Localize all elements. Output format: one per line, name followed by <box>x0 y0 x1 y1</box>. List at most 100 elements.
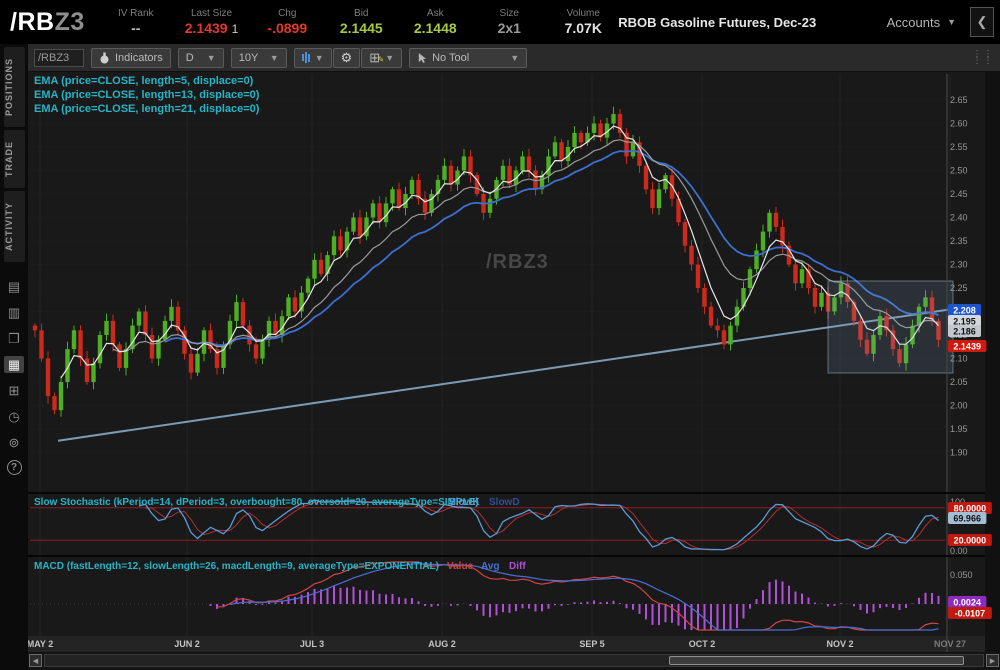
scroll-right-button[interactable]: ▶ <box>986 654 999 667</box>
svg-text:2.10: 2.10 <box>950 354 968 364</box>
chevron-down-icon: ▼ <box>315 53 324 63</box>
quote-field-label: IV Rank <box>118 7 154 20</box>
community-icon[interactable]: ⊚ <box>4 434 24 451</box>
macd-label: MACD (fastLength=12, slowLength=26, macd… <box>34 561 439 572</box>
quote-field-volume: Volume7.07K <box>558 7 608 37</box>
svg-text:2.40: 2.40 <box>950 213 968 223</box>
help-icon[interactable]: ? <box>7 460 22 475</box>
quote-field-value: 2x1 <box>498 20 521 36</box>
x-axis-label: NOV 27 <box>934 639 966 649</box>
svg-text:0.0024: 0.0024 <box>953 598 981 608</box>
x-axis-label: NOV 2 <box>826 639 853 649</box>
sidebar-tab-positions[interactable]: POSITIONS <box>4 47 25 127</box>
quote-fields: IV Rank--Last Size2.14391Chg-.0899Bid2.1… <box>111 7 609 37</box>
svg-text:2.25: 2.25 <box>950 283 968 293</box>
scrollbar-thumb[interactable] <box>669 656 964 665</box>
panel-drag-handle-icon[interactable]: ⋮⋮⋮⋮ <box>972 52 994 64</box>
grid-style-dropdown[interactable]: ⊞✎ ▼ <box>361 48 402 68</box>
chart-icon[interactable]: ▦ <box>4 356 24 373</box>
svg-text:69.966: 69.966 <box>953 514 981 524</box>
chevron-down-icon: ▼ <box>510 53 519 63</box>
quote-field-ask: Ask2.1448 <box>410 7 460 37</box>
chevron-down-icon: ▼ <box>947 17 956 27</box>
indicators-label: Indicators <box>115 52 163 64</box>
svg-text:2.00: 2.00 <box>950 401 968 411</box>
scroll-left-button[interactable]: ◀ <box>29 654 42 667</box>
candlestick-icon <box>302 52 310 64</box>
drawing-tool-dropdown[interactable]: No Tool ▼ <box>409 48 527 68</box>
svg-text:2.45: 2.45 <box>950 189 968 199</box>
x-axis-label: SEP 5 <box>579 639 604 649</box>
svg-text:2.1439: 2.1439 <box>953 342 981 352</box>
svg-text:2.05: 2.05 <box>950 377 968 387</box>
accounts-label: Accounts <box>887 15 940 30</box>
layout-icon[interactable]: ❐ <box>4 330 24 347</box>
time-range-dropdown[interactable]: 10Y▼ <box>231 48 287 68</box>
quote-field-value: -.0899 <box>267 20 307 36</box>
quote-field-iv-rank: IV Rank-- <box>111 7 161 37</box>
left-sidebar: POSITIONS TRADE ACTIVITY ▤ ▥ ❐ ▦ ⊞ ◷ ⊚? <box>0 44 28 670</box>
chart-toolbar: Indicators D▼ 10Y▼ ▼ ⚙ ⊞✎ ▼ <box>28 44 1000 72</box>
quote-field-value: -- <box>131 20 140 36</box>
quote-field-value: 2.14391 <box>185 20 239 37</box>
svg-text:2.55: 2.55 <box>950 142 968 152</box>
gear-icon: ⚙ <box>341 50 353 66</box>
chart-settings-button[interactable]: ⚙ <box>333 48 361 68</box>
chart-panel: Indicators D▼ 10Y▼ ▼ ⚙ ⊞✎ ▼ <box>28 44 1000 670</box>
quote-field-label: Volume <box>567 7 600 20</box>
tool-label: No Tool <box>432 52 469 64</box>
quote-field-label: Ask <box>427 7 444 20</box>
stochastic-legend-item: SlowD <box>489 497 520 508</box>
quote-field-label: Bid <box>354 7 368 20</box>
study-label: EMA (price=CLOSE, length=5, displace=0) <box>34 75 254 87</box>
quote-field-value: 7.07K <box>565 20 602 36</box>
chevron-down-icon: ▼ <box>207 53 216 63</box>
selection-box[interactable] <box>828 281 953 373</box>
svg-text:2.30: 2.30 <box>950 260 968 270</box>
chart-watermark: /RBZ3 <box>486 251 549 273</box>
quote-header: /RBZ3 IV Rank--Last Size2.14391Chg-.0899… <box>0 0 1000 44</box>
symbol-root: /RB <box>10 8 55 36</box>
quote-field-bid: Bid2.1445 <box>336 7 386 37</box>
price-axis-bubbles: 2.2082.1952.1862.1439 <box>948 304 986 352</box>
chart-style-group: ▼ ⚙ ⊞✎ ▼ <box>294 48 402 68</box>
quotes-icon[interactable]: ▥ <box>4 304 24 321</box>
svg-text:20.0000: 20.0000 <box>954 536 987 546</box>
aggregation-period-dropdown[interactable]: D▼ <box>178 48 224 68</box>
x-axis-label: MAY 2 <box>28 639 53 649</box>
indicators-button[interactable]: Indicators <box>91 48 171 68</box>
svg-text:-0.0107: -0.0107 <box>955 609 986 619</box>
stochastic-label: Slow Stochastic (kPeriod=14, dPeriod=3, … <box>34 497 479 508</box>
history-icon[interactable]: ◷ <box>4 408 24 425</box>
svg-text:2.186: 2.186 <box>953 327 976 337</box>
symbol-input[interactable] <box>34 49 84 67</box>
sidebar-tab-activity[interactable]: ACTIVITY <box>4 191 25 262</box>
macd-legend-item: Diff <box>509 561 526 572</box>
collapse-panel-button[interactable]: ❮ <box>970 7 994 37</box>
quote-field-extra: 1 <box>232 22 239 36</box>
instrument-description: RBOB Gasoline Futures, Dec-23 <box>618 15 816 30</box>
macd-axis-bubbles: 0.0024-0.0107 <box>948 596 992 619</box>
stochastic-legend-item: SlowK <box>449 497 480 508</box>
main-area: POSITIONS TRADE ACTIVITY ▤ ▥ ❐ ▦ ⊞ ◷ ⊚? Indicato… <box>0 44 1000 670</box>
chart-scrollbar: ◀ ▶ <box>28 652 1000 670</box>
study-label: EMA (price=CLOSE, length=21, displace=0) <box>34 103 260 115</box>
x-axis-label: JUN 2 <box>174 639 200 649</box>
chart-canvas[interactable]: /RBZ3 EMA (price=CLOSE, length=5, displac… <box>28 72 1000 652</box>
cursor-icon <box>417 52 427 64</box>
app-window: /RBZ3 IV Rank--Last Size2.14391Chg-.0899… <box>0 0 1000 670</box>
scrollbar-track[interactable] <box>44 654 984 667</box>
study-label: EMA (price=CLOSE, length=13, displace=0) <box>34 89 260 101</box>
quote-field-size: Size2x1 <box>484 7 534 37</box>
sidebar-tab-trade[interactable]: TRADE <box>4 130 25 188</box>
grid-panels-icon[interactable]: ⊞ <box>4 382 24 399</box>
x-axis-label: JUL 3 <box>300 639 324 649</box>
grid-edit-icon: ⊞✎ <box>369 52 380 64</box>
svg-text:0.00: 0.00 <box>950 546 968 556</box>
chart-type-dropdown[interactable]: ▼ <box>294 48 332 68</box>
accounts-menu[interactable]: Accounts ▼ <box>887 15 956 30</box>
period-value: D <box>186 52 194 64</box>
watchlist-icon[interactable]: ▤ <box>4 278 24 295</box>
range-value: 10Y <box>239 52 259 64</box>
svg-text:2.35: 2.35 <box>950 236 968 246</box>
